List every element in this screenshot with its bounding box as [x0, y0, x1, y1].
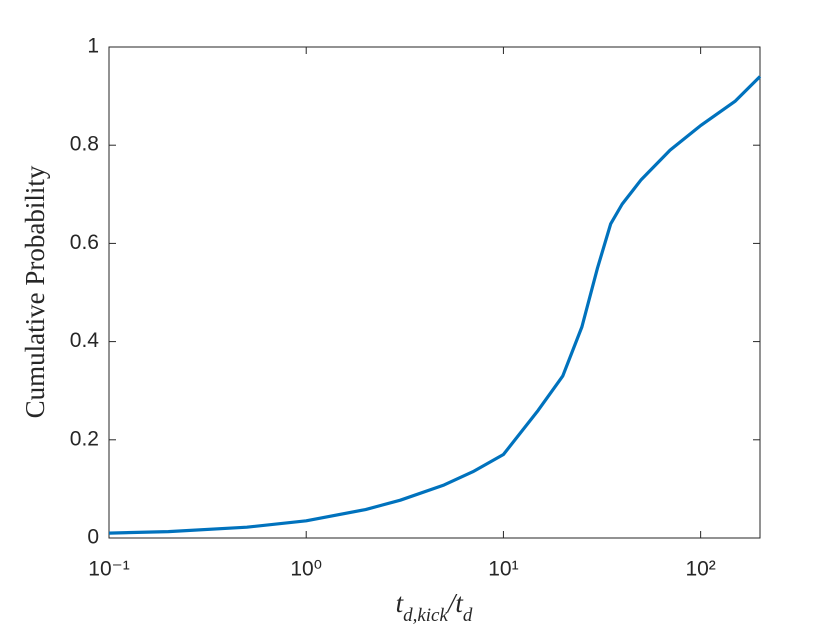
- y-tick-label: 0: [87, 526, 99, 549]
- data-line: [108, 75, 762, 535]
- y-tick-label: 0.4: [70, 329, 100, 352]
- x-tick-label: 10⁻¹: [88, 558, 129, 581]
- x-tick-label: 10¹: [488, 558, 518, 581]
- y-axis-label: Cumulative Probability: [20, 165, 50, 418]
- x-tick-label: 10²: [685, 558, 715, 581]
- x-tick-label: 10⁰: [290, 558, 322, 581]
- y-tick-label: 1: [87, 35, 99, 58]
- y-tick-label: 0.6: [70, 231, 99, 254]
- y-tick-label: 0.8: [70, 133, 99, 156]
- y-tick-label: 0.2: [70, 427, 99, 450]
- plot-area: [108, 46, 761, 539]
- x-axis-label: td,kick/td: [396, 588, 473, 626]
